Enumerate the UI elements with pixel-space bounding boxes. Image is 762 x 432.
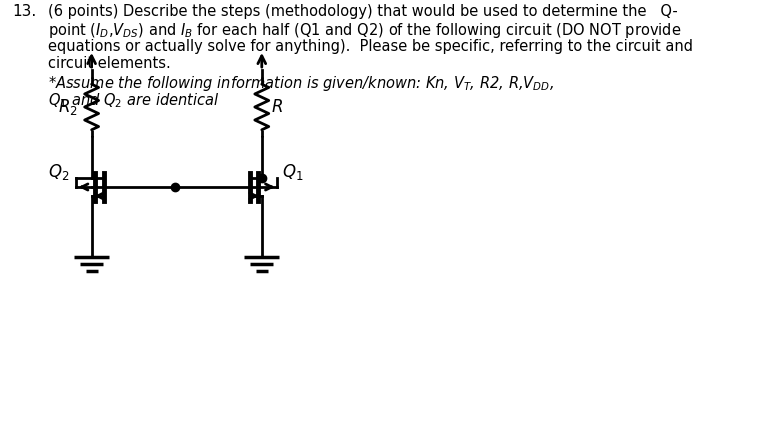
Text: (6 points) Describe the steps (methodology) that would be used to determine the : (6 points) Describe the steps (methodolo… (48, 4, 677, 19)
Text: point ($I_D$,$V_{DS}$) and $I_B$ for each half (Q1 and Q2) of the following circ: point ($I_D$,$V_{DS}$) and $I_B$ for eac… (48, 22, 681, 41)
Text: $R$: $R$ (271, 98, 283, 116)
Text: $R_2$: $R_2$ (58, 97, 78, 117)
Text: equations or actually solve for anything).  Please be specific, referring to the: equations or actually solve for anything… (48, 39, 693, 54)
Text: circuit elements.: circuit elements. (48, 57, 171, 72)
Text: *Assume the following information is given/known: Kn, $V_T$, R2, R,$V_{DD}$,: *Assume the following information is giv… (48, 74, 554, 93)
Text: $Q_2$: $Q_2$ (49, 162, 70, 182)
Text: 13.: 13. (12, 4, 37, 19)
Text: $Q_1$: $Q_1$ (282, 162, 303, 182)
Text: $Q_1$ and $Q_2$ are identical: $Q_1$ and $Q_2$ are identical (48, 92, 219, 110)
